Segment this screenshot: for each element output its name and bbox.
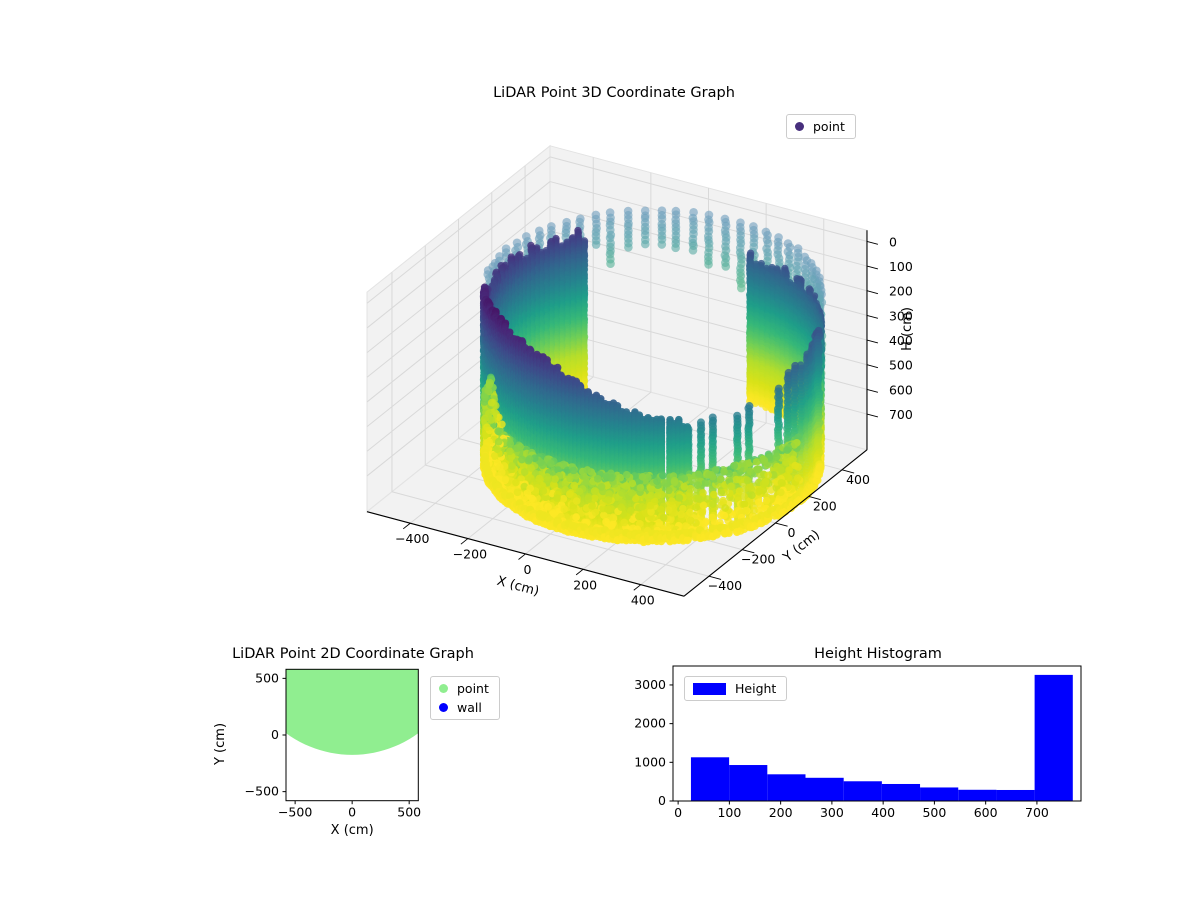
point-marker-icon [439,684,448,693]
plot2d-title: LiDAR Point 2D Coordinate Graph [232,646,474,662]
legend-label: point [457,681,489,696]
plot2d-legend: point wall [430,676,500,720]
legend-label: Height [735,681,777,696]
plot3d-title: LiDAR Point 3D Coordinate Graph [493,85,735,101]
point-marker-icon [795,122,804,131]
histogram-title: Height Histogram [814,646,942,662]
height-swatch-icon [693,682,726,695]
legend-item-point-3d: point [795,119,845,134]
legend-item-height: Height [693,681,776,696]
wall-marker-icon [439,703,448,712]
legend-label: point [813,119,845,134]
legend-item-point-2d: point [439,681,489,696]
legend-item-wall-2d: wall [439,700,489,715]
legend-label: wall [457,700,482,715]
plot3d-legend: point [786,114,856,139]
histogram-legend: Height [684,676,788,701]
